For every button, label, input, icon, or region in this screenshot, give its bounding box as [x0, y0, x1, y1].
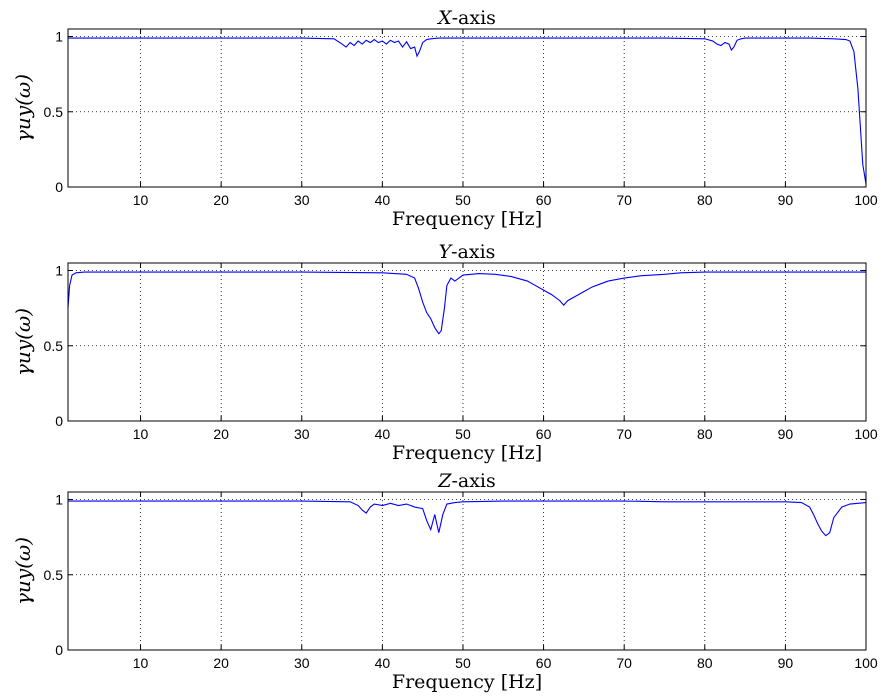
panel-title: Y-axis — [439, 241, 496, 263]
plot-area — [68, 492, 866, 650]
x-tick-label: 70 — [616, 192, 632, 208]
x-tick-label: 30 — [294, 655, 310, 671]
x-axis-label: Frequency [Hz] — [392, 208, 542, 230]
x-tick-label: 20 — [213, 426, 229, 442]
y-tick-label: 0 — [55, 179, 63, 195]
panel-title-variable: Z — [437, 470, 452, 492]
x-tick-label: 80 — [697, 426, 713, 442]
panel-title: X-axis — [436, 7, 496, 29]
x-axis-label: Frequency [Hz] — [392, 442, 542, 464]
x-tick-label: 50 — [455, 192, 471, 208]
y-tick-label: 1 — [55, 492, 63, 508]
x-tick-label: 90 — [778, 426, 794, 442]
y-tick-label: 0.5 — [44, 104, 64, 120]
panel-title-rest: -axis — [452, 7, 496, 29]
x-tick-label: 10 — [133, 426, 149, 442]
x-tick-label: 100 — [854, 192, 878, 208]
panel-title-variable: Y — [439, 241, 454, 263]
y-tick-label: 0.5 — [44, 338, 64, 354]
x-tick-label: 90 — [778, 655, 794, 671]
y-tick-label: 1 — [55, 29, 63, 45]
coherence-line — [68, 37, 867, 185]
x-tick-label: 40 — [375, 192, 391, 208]
x-tick-label: 60 — [536, 192, 552, 208]
x-tick-label: 70 — [616, 426, 632, 442]
x-tick-label: 20 — [213, 655, 229, 671]
coherence-line — [67, 271, 866, 335]
x-tick-label: 60 — [536, 426, 552, 442]
y-axis-label: γuy(ω) — [11, 537, 35, 605]
x-tick-label: 40 — [375, 655, 391, 671]
x-tick-label: 40 — [375, 426, 391, 442]
x-tick-label: 60 — [536, 655, 552, 671]
coherence-line — [68, 500, 867, 537]
x-axis-label: Frequency [Hz] — [392, 671, 542, 693]
panel-2: 10 20 30 40 50 60 70 80 90 100 0 0.5 1 Y-axis Frequenc… — [11, 241, 878, 464]
panel-title-variable: X — [436, 7, 453, 29]
panel-title-rest: -axis — [451, 241, 495, 263]
axes-frame — [67, 28, 867, 188]
x-tick-label: 10 — [133, 655, 149, 671]
x-tick-label: 90 — [778, 192, 794, 208]
panel-1: 10 20 30 40 50 60 70 80 90 100 0 0.5 1 X-axis Frequenc… — [11, 7, 878, 230]
x-tick-label: 100 — [854, 655, 878, 671]
y-tick-label: 1 — [55, 263, 63, 279]
x-tick-label: 70 — [616, 655, 632, 671]
x-tick-label: 100 — [854, 426, 878, 442]
y-tick-label: 0 — [55, 642, 63, 658]
x-tick-label: 80 — [697, 655, 713, 671]
x-tick-label: 20 — [213, 192, 229, 208]
x-tick-label: 30 — [294, 426, 310, 442]
x-tick-label: 30 — [294, 192, 310, 208]
y-axis-label: γuy(ω) — [11, 308, 35, 376]
y-tick-label: 0 — [55, 413, 63, 429]
x-tick-label: 50 — [455, 426, 471, 442]
axes-frame — [67, 491, 867, 651]
x-tick-label: 10 — [133, 192, 149, 208]
plot-area — [68, 263, 866, 421]
x-tick-label: 80 — [697, 192, 713, 208]
x-tick-label: 50 — [455, 655, 471, 671]
y-tick-label: 0.5 — [44, 567, 64, 583]
plot-area — [68, 29, 866, 187]
axes-frame — [67, 262, 867, 422]
panel-title: Z-axis — [437, 470, 496, 492]
panel-title-rest: -axis — [451, 470, 495, 492]
y-axis-label: γuy(ω) — [11, 74, 35, 142]
panel-3: 10 20 30 40 50 60 70 80 90 100 0 0.5 1 Z-axis Frequenc… — [11, 470, 878, 693]
